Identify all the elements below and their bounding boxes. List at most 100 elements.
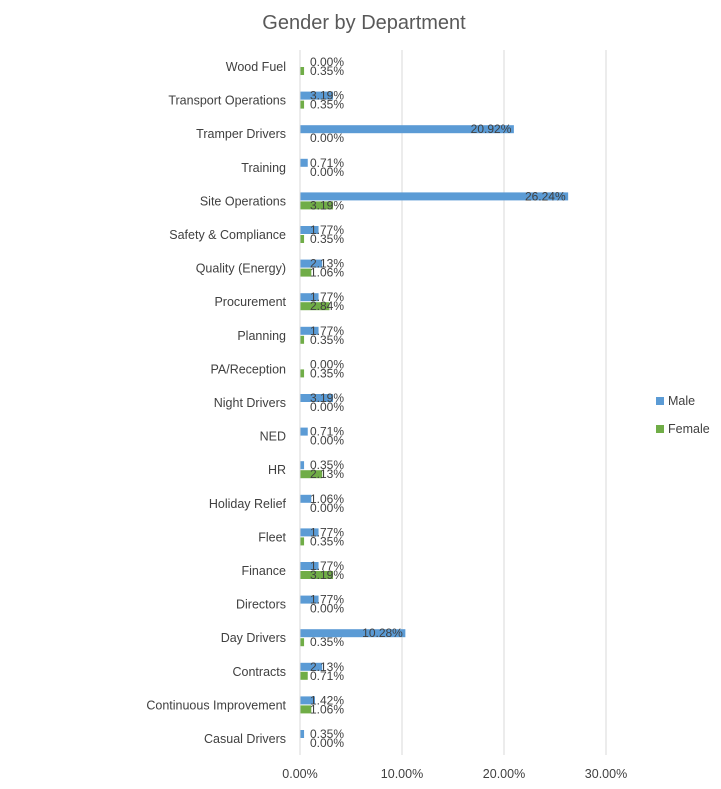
category-label: Fleet	[258, 530, 286, 544]
data-label-male: 10.28%	[362, 626, 403, 640]
bar-male	[300, 326, 319, 335]
x-axis-tick-labels: 0.00% 10.00% 20.00% 30.00%	[282, 767, 627, 781]
bar-male	[300, 562, 319, 570]
data-label-female: 0.35%	[310, 64, 344, 78]
data-label-female: 2.84%	[310, 299, 344, 313]
data-label-male: 1.77%	[310, 559, 344, 573]
data-label-female: 0.35%	[310, 366, 344, 380]
bar-male	[300, 461, 305, 470]
bar-male	[300, 125, 514, 134]
data-label-male: 0.71%	[310, 156, 344, 170]
x-tick-label: 10.00%	[381, 767, 423, 781]
legend: Male Female	[656, 394, 710, 436]
data-label-female: 0.00%	[310, 400, 344, 414]
bar-male	[300, 293, 319, 302]
data-label-male: 0.71%	[310, 425, 344, 439]
data-label-male: 1.77%	[310, 324, 344, 338]
category-label: Wood Fuel	[226, 60, 286, 74]
category-label: Night Drivers	[214, 396, 286, 410]
bar-female	[300, 268, 312, 277]
bar-male	[300, 528, 319, 537]
data-label-female: 0.00%	[310, 434, 344, 448]
bar-female	[300, 671, 308, 680]
category-label: Site Operations	[200, 194, 286, 208]
bar-female	[300, 335, 305, 344]
bar-male	[300, 662, 323, 671]
category-label: Day Drivers	[221, 631, 286, 645]
bar-male	[300, 226, 319, 234]
category-label: Transport Operations	[168, 94, 286, 108]
x-tick-label: 30.00%	[585, 767, 627, 781]
category-labels: Wood Fuel Transport Operations Tramper Dri…	[146, 60, 286, 746]
data-label-female: 0.35%	[310, 98, 344, 112]
bar-male	[300, 595, 319, 604]
data-label-female: 0.35%	[310, 232, 344, 246]
chart-title: Gender by Department	[262, 12, 466, 34]
category-label: HR	[268, 463, 286, 477]
bar-female	[300, 638, 305, 647]
category-label: Training	[241, 161, 286, 175]
data-label-female: 0.00%	[310, 602, 344, 616]
category-label: Planning	[237, 329, 286, 343]
bar-male	[300, 259, 323, 268]
category-label: Holiday Relief	[209, 497, 287, 511]
data-label-female: 3.19%	[310, 568, 344, 582]
bar-male	[300, 730, 305, 738]
bar-female	[300, 201, 334, 210]
bar-female	[300, 705, 312, 714]
x-tick-label: 20.00%	[483, 767, 525, 781]
category-label: NED	[260, 430, 286, 444]
data-label-female: 2.13%	[310, 467, 344, 481]
category-label: Contracts	[233, 665, 287, 679]
data-label-male: 0.00%	[310, 357, 344, 371]
data-label-male: 1.77%	[310, 593, 344, 607]
category-label: Casual Drivers	[204, 732, 286, 746]
data-label-male: 2.13%	[310, 660, 344, 674]
data-label-male: 1.77%	[310, 290, 344, 304]
legend-swatch-male	[656, 397, 664, 405]
bar-male	[300, 629, 406, 638]
data-label-male: 20.92%	[471, 122, 512, 136]
bar-female	[300, 235, 305, 243]
bar-male	[300, 192, 569, 201]
data-label-female: 0.00%	[310, 131, 344, 145]
legend-label-male: Male	[668, 394, 695, 408]
bar-female	[300, 369, 305, 378]
category-label: Procurement	[214, 295, 286, 309]
data-label-male: 1.42%	[310, 693, 344, 707]
category-label: Tramper Drivers	[196, 127, 286, 141]
data-label-female: 0.00%	[310, 736, 344, 750]
bar-male	[300, 91, 334, 100]
legend-swatch-female	[656, 425, 664, 433]
category-label: Continuous Improvement	[146, 698, 286, 712]
data-label-female: 0.00%	[310, 501, 344, 515]
bars	[300, 67, 569, 738]
data-label-male: 1.77%	[310, 223, 344, 237]
data-label-female: 0.00%	[310, 165, 344, 179]
data-label-female: 0.35%	[310, 635, 344, 649]
data-label-female: 0.71%	[310, 669, 344, 683]
data-label-male: 0.35%	[310, 727, 344, 741]
gridlines	[299, 50, 607, 755]
data-label-male: 2.13%	[310, 257, 344, 271]
data-label-female: 1.06%	[310, 266, 344, 280]
bar-female	[300, 302, 330, 311]
bar-female	[300, 571, 334, 579]
bar-female	[300, 100, 305, 109]
data-label-male: 3.19%	[310, 391, 344, 405]
data-label-female: 0.35%	[310, 534, 344, 548]
data-label-female: 1.06%	[310, 702, 344, 716]
data-label-male: 1.77%	[310, 525, 344, 539]
bar-male	[300, 158, 308, 167]
legend-label-female: Female	[668, 422, 710, 436]
bar-male	[300, 427, 308, 436]
category-label: Safety & Compliance	[169, 228, 286, 242]
data-label-female: 3.19%	[310, 198, 344, 212]
data-label-female: 0.35%	[310, 333, 344, 347]
category-label: Quality (Energy)	[196, 262, 286, 276]
category-label: Directors	[236, 598, 286, 612]
x-tick-label: 0.00%	[282, 767, 317, 781]
bar-male	[300, 394, 334, 402]
data-labels: 0.00%0.35%3.19%0.35%20.92%0.00%0.71%0.00…	[310, 55, 566, 750]
